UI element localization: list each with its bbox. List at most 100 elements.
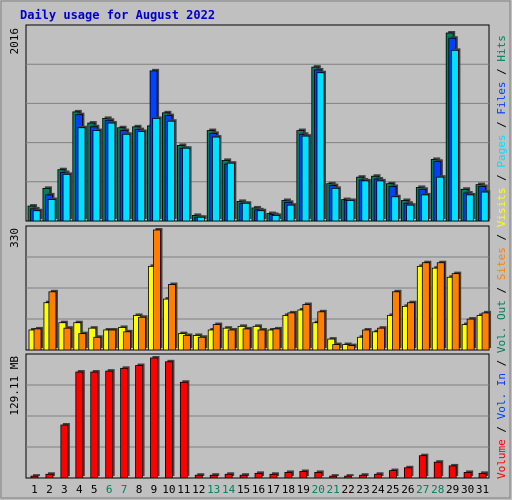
bar-volume-day-27 xyxy=(418,453,429,479)
x-axis-labels: 1 2 3 4 5 6 7 8 9 10 11 12 13 14 15 16 17 18 19 20 21 22 23 24 2… xyxy=(31,483,489,496)
x-tick-label-7: 7 xyxy=(121,483,128,496)
bar-volume-day-25 xyxy=(389,468,399,479)
bar-pages-day-12 xyxy=(197,215,207,222)
y-axis-label-3: 129.11 MB xyxy=(8,356,21,416)
bar-sites-day-9 xyxy=(153,228,163,351)
legend-item-13: / xyxy=(495,68,508,81)
bar-volume-day-30 xyxy=(463,470,474,479)
bar-pages-day-3 xyxy=(62,172,73,222)
bar-pages-day-27 xyxy=(421,192,431,222)
bar-volume-day-8 xyxy=(135,363,145,479)
bar-pages-day-28 xyxy=(436,175,446,222)
bar-volume-day-13 xyxy=(209,473,220,479)
bar-sites-day-24 xyxy=(377,326,387,351)
bar-pages-day-13 xyxy=(212,135,222,222)
bar-pages-day-16 xyxy=(256,208,267,222)
bar-pages-day-23 xyxy=(361,178,371,222)
bar-pages-day-4 xyxy=(77,125,88,222)
x-tick-label-28: 28 xyxy=(431,483,444,496)
legend: Volume / Vol. In / Vol. Out / Sites / Vi… xyxy=(495,35,508,479)
bar-sites-day-1 xyxy=(33,326,43,351)
bar-volume-day-15 xyxy=(239,473,250,479)
x-tick-label-17: 17 xyxy=(267,483,280,496)
bar-volume-day-4 xyxy=(75,370,85,479)
bar-pages-day-15 xyxy=(241,201,252,222)
x-tick-label-23: 23 xyxy=(356,483,369,496)
legend-item-0: Volume xyxy=(495,439,508,479)
x-tick-label-6: 6 xyxy=(106,483,113,496)
bar-pages-day-8 xyxy=(137,129,147,222)
bar-volume-day-22 xyxy=(344,474,354,479)
chart-title: Daily usage for August 2022 xyxy=(20,8,215,22)
legend-item-12: Files xyxy=(495,82,508,122)
x-tick-label-25: 25 xyxy=(386,483,399,496)
bar-pages-day-26 xyxy=(406,203,416,222)
legend-item-3: / xyxy=(495,360,508,373)
bar-volume-day-28 xyxy=(433,460,444,479)
bar-pages-day-10 xyxy=(167,119,177,222)
bar-sites-day-30 xyxy=(466,317,477,351)
x-tick-label-16: 16 xyxy=(252,483,265,496)
legend-item-11: / xyxy=(495,121,508,134)
bar-sites-day-7 xyxy=(123,329,133,351)
legend-item-6: Sites xyxy=(495,247,508,287)
legend-item-14: Hits xyxy=(495,35,508,68)
bar-sites-day-4 xyxy=(78,331,88,351)
x-tick-label-19: 19 xyxy=(297,483,310,496)
bar-volume-day-12 xyxy=(194,473,205,479)
bar-sites-day-3 xyxy=(63,326,73,351)
bar-volume-day-2 xyxy=(45,472,55,479)
bar-sites-day-20 xyxy=(317,309,327,351)
bar-volume-day-19 xyxy=(299,469,309,479)
bar-volume-day-9 xyxy=(150,356,160,479)
x-tick-label-1: 1 xyxy=(31,483,38,496)
bar-pages-day-1 xyxy=(32,208,43,222)
y-axis-label-1: 2016 xyxy=(8,28,21,55)
bar-sites-day-5 xyxy=(93,335,103,351)
bar-pages-day-6 xyxy=(107,121,117,222)
bar-pages-day-31 xyxy=(480,190,491,222)
bar-sites-day-15 xyxy=(242,326,253,351)
gridlines xyxy=(26,63,489,448)
bar-sites-day-29 xyxy=(451,271,462,351)
bar-sites-day-19 xyxy=(302,302,312,351)
bar-sites-day-14 xyxy=(227,328,238,351)
legend-item-2: Vol. In xyxy=(495,373,508,426)
bar-pages-day-22 xyxy=(346,198,356,222)
bar-pages-day-11 xyxy=(182,146,192,222)
bar-sites-day-2 xyxy=(48,289,58,351)
bar-volume-day-20 xyxy=(314,470,324,479)
legend-item-9: / xyxy=(495,174,508,187)
bar-pages-day-14 xyxy=(226,161,237,222)
bar-pages-day-30 xyxy=(465,192,476,222)
bar-sites-day-17 xyxy=(272,326,282,351)
bar-sites-day-8 xyxy=(138,315,148,351)
x-tick-label-10: 10 xyxy=(162,483,175,496)
bar-pages-day-25 xyxy=(391,194,401,222)
bar-volume-day-31 xyxy=(478,471,489,479)
bar-volume-day-10 xyxy=(165,359,175,479)
x-tick-label-8: 8 xyxy=(136,483,143,496)
bar-pages-day-19 xyxy=(301,134,312,222)
bar-sites-day-21 xyxy=(332,342,342,351)
bar-sites-day-10 xyxy=(168,282,178,351)
legend-item-10: Pages xyxy=(495,135,508,175)
x-tick-label-26: 26 xyxy=(401,483,414,496)
bar-volume-day-23 xyxy=(359,473,369,479)
bar-sites-day-26 xyxy=(406,300,417,351)
bar-volume-day-14 xyxy=(224,472,235,479)
bar-pages-day-9 xyxy=(152,116,162,222)
y-axis-labels: 2016 330 129.11 MB xyxy=(8,28,21,416)
bar-sites-day-12 xyxy=(197,335,208,351)
x-tick-label-27: 27 xyxy=(416,483,429,496)
x-tick-label-15: 15 xyxy=(237,483,250,496)
visits-sites-bars xyxy=(28,228,492,351)
legend-item-5: / xyxy=(495,287,508,300)
y-axis-label-2: 330 xyxy=(8,228,21,248)
bar-volume-day-29 xyxy=(448,463,459,479)
bar-volume-day-6 xyxy=(105,369,115,479)
legend-item-4: Vol. Out xyxy=(495,300,508,360)
bar-sites-day-27 xyxy=(421,260,432,351)
